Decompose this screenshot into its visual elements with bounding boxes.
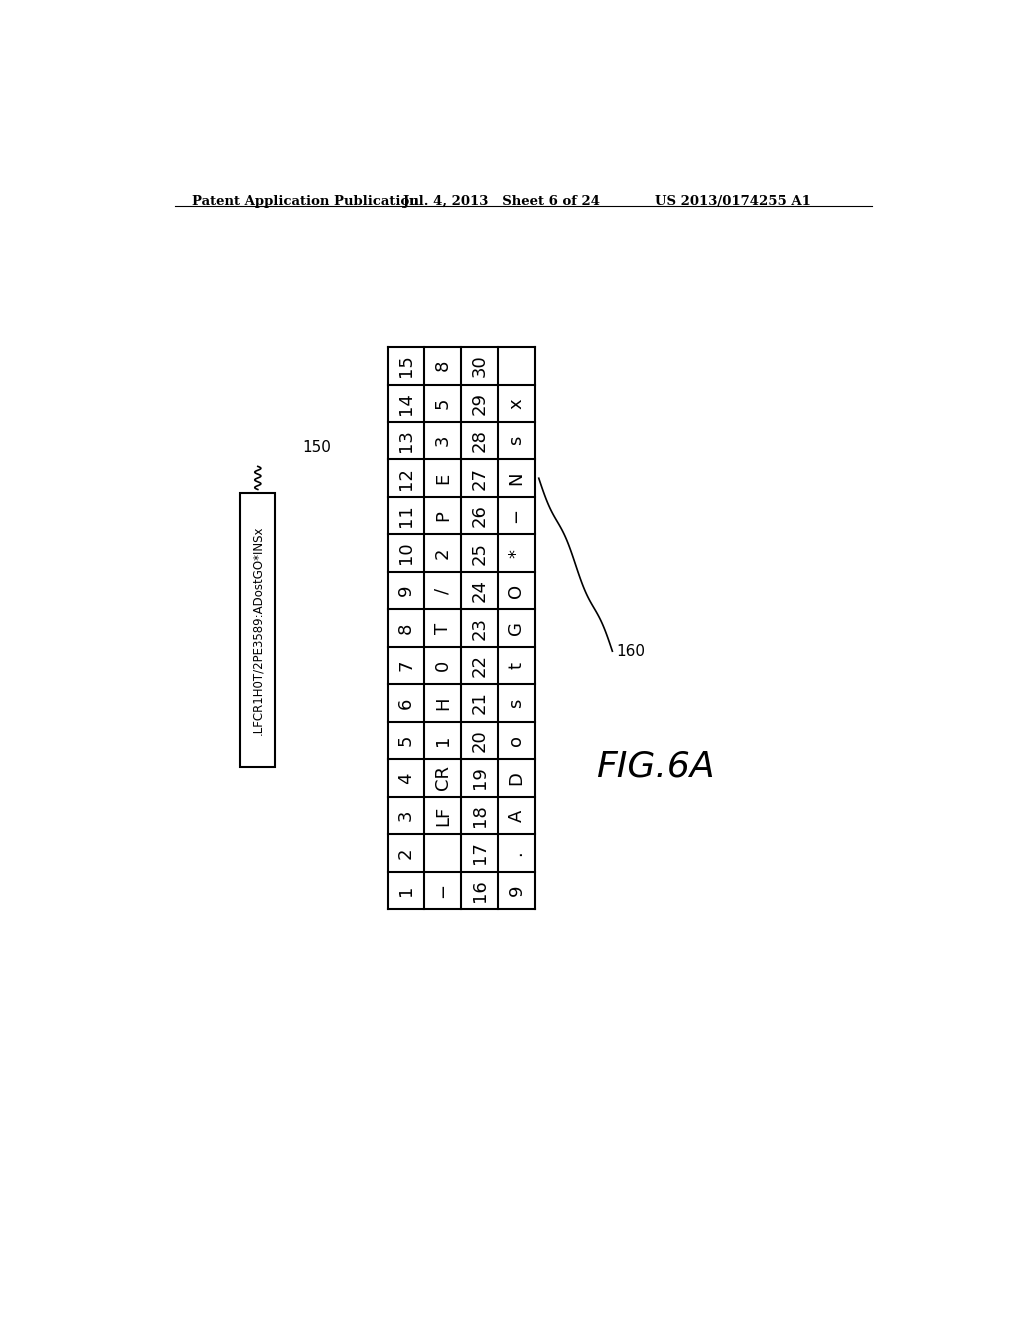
Text: x: x [508,397,525,409]
Text: 5: 5 [397,735,415,746]
Text: 14: 14 [397,392,415,414]
Text: 6: 6 [397,697,415,709]
Text: −: − [508,508,525,523]
Text: D: D [508,771,525,785]
Text: 18: 18 [471,804,488,826]
Text: 5: 5 [434,397,452,409]
Text: 19: 19 [471,767,488,789]
Text: O: O [508,583,525,598]
Text: 3: 3 [397,809,415,821]
Text: s: s [508,698,525,708]
Text: A: A [508,809,525,821]
Text: T: T [434,623,452,634]
Text: 4: 4 [397,772,415,784]
Text: 16: 16 [471,879,488,902]
Text: FIG.6A: FIG.6A [596,750,715,784]
Text: Patent Application Publication: Patent Application Publication [191,195,418,209]
Text: 2: 2 [397,847,415,859]
Text: 23: 23 [471,616,488,640]
Text: 20: 20 [471,729,488,752]
Text: 9: 9 [397,585,415,597]
Text: 12: 12 [397,467,415,490]
Text: 30: 30 [471,354,488,378]
Text: 7: 7 [397,660,415,672]
Text: 17: 17 [471,842,488,865]
Text: *: * [508,549,525,557]
Text: 10: 10 [397,541,415,565]
Text: 26: 26 [471,504,488,527]
Text: 25: 25 [471,541,488,565]
Text: 28: 28 [471,429,488,453]
Text: N: N [508,471,525,484]
Text: 24: 24 [471,579,488,602]
Text: t: t [508,663,525,669]
Text: 9: 9 [508,884,525,896]
Text: CR: CR [434,766,452,791]
Text: .: . [508,850,525,855]
Text: P: P [434,511,452,521]
Text: s: s [508,436,525,445]
Text: 21: 21 [471,692,488,714]
Text: −: − [434,883,452,898]
Text: 11: 11 [397,504,415,527]
Text: 3: 3 [434,436,452,446]
Text: G: G [508,622,525,635]
Bar [241,494,275,767]
Text: /: / [434,587,452,594]
Text: o: o [508,735,525,746]
Text: Jul. 4, 2013   Sheet 6 of 24: Jul. 4, 2013 Sheet 6 of 24 [403,195,600,209]
Text: 13: 13 [397,429,415,453]
Text: 1: 1 [397,884,415,896]
Text: 15: 15 [397,354,415,378]
Text: LF: LF [434,805,452,825]
Text: 2: 2 [434,548,452,558]
Text: 150: 150 [302,440,331,455]
Text: 160: 160 [616,644,645,659]
Text: E: E [434,473,452,484]
Text: 1: 1 [434,735,452,746]
Text: 27: 27 [471,467,488,490]
Text: .LFCR1H0T/2PE3589:ADostGO*INSx: .LFCR1H0T/2PE3589:ADostGO*INSx [251,525,264,735]
Text: 8: 8 [434,360,452,371]
Text: H: H [434,696,452,710]
Text: US 2013/0174255 A1: US 2013/0174255 A1 [655,195,811,209]
Text: 0: 0 [434,660,452,671]
Text: 8: 8 [397,623,415,634]
Text: 22: 22 [471,655,488,677]
Text: 29: 29 [471,392,488,414]
